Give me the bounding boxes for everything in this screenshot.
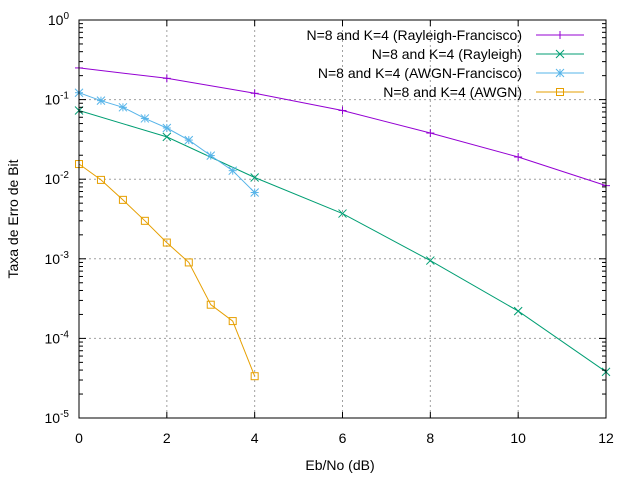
data-point xyxy=(513,306,523,316)
y-axis-title: Taxa de Erro de Bit xyxy=(5,159,21,278)
legend-label: N=8 and K=4 (Rayleigh-Francisco) xyxy=(306,27,522,43)
data-point xyxy=(425,256,435,265)
y-tick-exponent: -3 xyxy=(60,250,69,261)
data-point xyxy=(162,74,171,83)
data-point xyxy=(96,175,105,184)
y-tick-base: 10 xyxy=(45,251,61,267)
data-point xyxy=(206,300,215,309)
data-point xyxy=(514,153,523,162)
y-tick-label: 100 xyxy=(48,11,70,28)
y-tick-base: 10 xyxy=(48,12,64,28)
data-point xyxy=(184,135,194,145)
y-tick-label: 10-3 xyxy=(45,250,70,267)
legend-label: N=8 and K=4 (AWGN-Francisco) xyxy=(318,65,522,81)
y-tick-label: 10-1 xyxy=(45,91,70,108)
data-point xyxy=(228,166,238,176)
data-point xyxy=(140,216,149,225)
x-tick-label: 12 xyxy=(598,430,614,446)
data-point xyxy=(426,129,435,138)
legend-marker xyxy=(556,88,564,96)
data-point xyxy=(140,114,150,123)
legend-label: N=8 and K=4 (AWGN) xyxy=(383,84,522,100)
y-tick-label: 10-5 xyxy=(45,409,70,426)
x-tick-label: 0 xyxy=(75,430,83,446)
y-tick-exponent: -2 xyxy=(60,170,69,181)
data-point xyxy=(250,188,260,197)
legend-label: N=8 and K=4 (Rayleigh) xyxy=(372,46,522,62)
y-tick-exponent: -5 xyxy=(60,409,69,420)
x-tick-label: 10 xyxy=(510,430,526,446)
data-point xyxy=(162,132,172,142)
x-axis-title: Eb/No (dB) xyxy=(305,457,374,473)
y-tick-exponent: -4 xyxy=(60,329,69,340)
data-point xyxy=(228,317,237,326)
y-tick-exponent: 0 xyxy=(63,11,69,22)
y-tick-label: 10-4 xyxy=(45,329,70,346)
data-point xyxy=(184,258,193,267)
x-tick-label: 2 xyxy=(163,430,171,446)
x-tick-label: 6 xyxy=(339,430,347,446)
data-point xyxy=(250,89,259,98)
grid xyxy=(79,20,606,418)
data-point xyxy=(250,173,260,182)
legend-marker xyxy=(555,49,565,59)
y-tick-label: 10-2 xyxy=(45,170,70,187)
y-tick-base: 10 xyxy=(45,330,61,346)
data-point xyxy=(250,372,259,381)
data-point xyxy=(338,209,347,218)
data-point xyxy=(118,195,127,204)
data-point xyxy=(162,123,172,133)
legend-marker xyxy=(556,31,564,39)
y-tick-base: 10 xyxy=(45,92,61,108)
data-point xyxy=(162,238,171,247)
x-tick-label: 8 xyxy=(426,430,434,446)
legend: N=8 and K=4 (Rayleigh-Francisco) N=8 and … xyxy=(306,27,584,100)
data-point xyxy=(96,96,106,106)
legend-marker xyxy=(555,68,565,78)
data-point xyxy=(118,102,128,112)
data-point xyxy=(206,151,216,160)
x-tick-label: 4 xyxy=(251,430,259,446)
series-line xyxy=(78,163,256,377)
data-point xyxy=(338,106,347,115)
y-tick-exponent: -1 xyxy=(60,91,69,102)
y-tick-base: 10 xyxy=(45,410,61,426)
y-tick-base: 10 xyxy=(45,171,61,187)
series-line xyxy=(78,92,256,193)
